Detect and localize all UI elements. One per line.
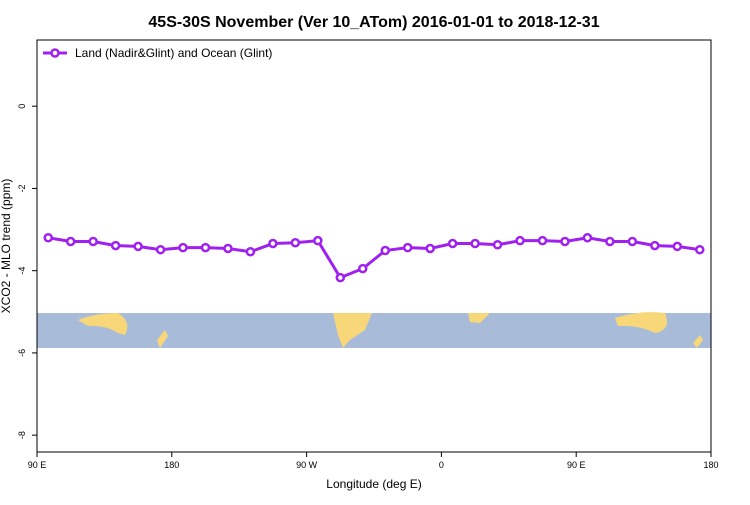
y-tick-label: 0 xyxy=(17,104,27,109)
land xyxy=(157,330,168,348)
data-point xyxy=(88,236,98,247)
map-band xyxy=(37,312,711,348)
x-axis-label: Longitude (deg E) xyxy=(326,477,421,491)
land xyxy=(615,312,668,333)
data-point xyxy=(402,242,413,253)
land xyxy=(468,313,490,323)
data-point xyxy=(380,245,390,256)
land xyxy=(333,313,372,348)
data-point xyxy=(672,241,683,252)
data-point xyxy=(358,263,368,274)
data-point xyxy=(290,237,301,248)
data-point xyxy=(515,235,525,246)
x-tick-label: 90 W xyxy=(296,460,318,470)
legend-marker xyxy=(50,48,60,58)
data-point xyxy=(155,244,166,255)
x-tick-label: 0 xyxy=(439,460,444,470)
data-point xyxy=(560,236,570,247)
data-point xyxy=(627,236,638,247)
data-point xyxy=(447,238,458,249)
legend-label: Land (Nadir&Glint) and Ocean (Glint) xyxy=(75,46,272,60)
data-point xyxy=(313,235,323,246)
data-point xyxy=(268,238,278,249)
data-point xyxy=(695,244,705,255)
data-point xyxy=(335,272,346,283)
y-tick-label: -8 xyxy=(17,431,27,439)
data-point xyxy=(223,243,233,254)
x-tick-label: 90 E xyxy=(567,460,586,470)
x-tick-label: 90 E xyxy=(28,460,47,470)
data-point xyxy=(605,236,615,247)
series-line xyxy=(47,236,700,280)
data-point xyxy=(470,238,480,249)
plot-frame xyxy=(36,39,712,453)
data-point xyxy=(178,242,188,253)
data-point xyxy=(65,236,76,247)
chart-title: 45S-30S November (Ver 10_ATom) 2016-01-0… xyxy=(148,14,599,31)
data-point xyxy=(537,235,548,246)
data-point xyxy=(245,247,256,257)
land xyxy=(78,313,128,335)
data-point xyxy=(200,242,211,253)
data-point xyxy=(582,233,593,243)
y-axis-label: XCO2 - MLO trend (ppm) xyxy=(0,179,13,314)
y-tick-label: -2 xyxy=(17,184,27,192)
data-point xyxy=(43,233,53,243)
land xyxy=(693,335,703,348)
data-point xyxy=(133,241,143,252)
data-point xyxy=(492,240,503,250)
ocean-band xyxy=(37,313,711,348)
data-point xyxy=(425,243,435,254)
x-tick-label: 180 xyxy=(703,460,718,470)
data-point xyxy=(650,240,660,251)
data-point xyxy=(110,240,121,251)
y-tick-label: -6 xyxy=(17,349,27,357)
y-tick-label: -4 xyxy=(17,267,27,275)
x-tick-label: 180 xyxy=(164,460,179,470)
